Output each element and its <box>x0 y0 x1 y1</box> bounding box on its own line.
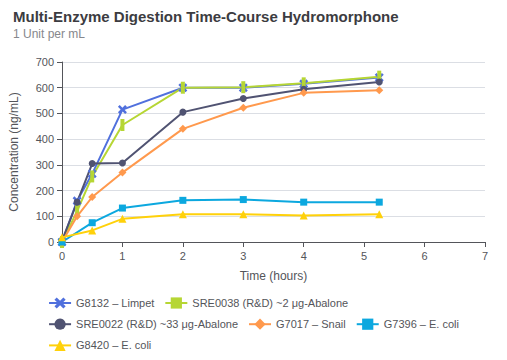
svg-text:1: 1 <box>119 250 125 262</box>
svg-text:Time (hours): Time (hours) <box>240 269 308 283</box>
svg-text:300: 300 <box>36 159 54 171</box>
svg-text:500: 500 <box>36 107 54 119</box>
svg-text:3: 3 <box>240 250 246 262</box>
svg-text:600: 600 <box>36 82 54 94</box>
svg-text:G8132 – Limpet: G8132 – Limpet <box>76 297 154 309</box>
svg-text:4: 4 <box>301 250 307 262</box>
svg-text:Concentration (ng/mL): Concentration (ng/mL) <box>7 92 21 211</box>
svg-text:2: 2 <box>180 250 186 262</box>
svg-text:G7017 – Snail: G7017 – Snail <box>276 318 346 330</box>
svg-text:G8420 – E. coli: G8420 – E. coli <box>76 339 151 351</box>
svg-text:G7396 – E. coli: G7396 – E. coli <box>384 318 459 330</box>
svg-text:100: 100 <box>36 210 54 222</box>
svg-text:1 Unit per mL: 1 Unit per mL <box>13 27 85 41</box>
svg-text:6: 6 <box>422 250 428 262</box>
svg-text:Multi-Enzyme Digestion Time-Co: Multi-Enzyme Digestion Time-Course Hydro… <box>13 8 399 25</box>
svg-text:7: 7 <box>482 250 488 262</box>
svg-text:200: 200 <box>36 185 54 197</box>
svg-text:700: 700 <box>36 56 54 68</box>
svg-text:400: 400 <box>36 133 54 145</box>
svg-text:0: 0 <box>48 236 54 248</box>
svg-text:SRE0038 (R&D) ~2 μg-Abalone: SRE0038 (R&D) ~2 μg-Abalone <box>192 297 348 309</box>
svg-text:5: 5 <box>361 250 367 262</box>
svg-text:SRE0022 (R&D) ~33 μg-Abalone: SRE0022 (R&D) ~33 μg-Abalone <box>76 318 238 330</box>
svg-text:0: 0 <box>59 250 65 262</box>
